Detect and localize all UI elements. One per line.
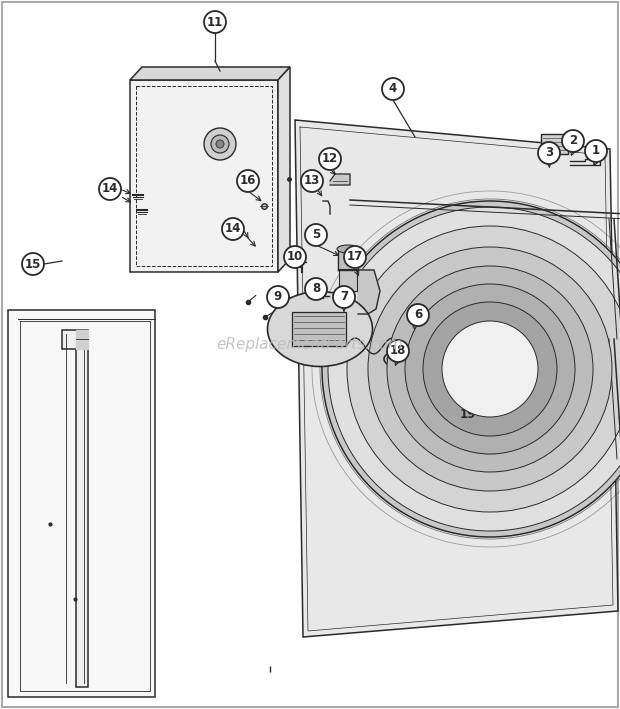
- Circle shape: [387, 340, 409, 362]
- Circle shape: [267, 286, 289, 308]
- Polygon shape: [62, 330, 88, 687]
- Text: 14: 14: [102, 182, 118, 196]
- Circle shape: [204, 128, 236, 160]
- Circle shape: [22, 253, 44, 275]
- Polygon shape: [338, 249, 358, 270]
- Polygon shape: [295, 120, 618, 637]
- Text: 4: 4: [389, 82, 397, 96]
- Text: 2: 2: [569, 135, 577, 147]
- Text: 14: 14: [225, 223, 241, 235]
- Circle shape: [99, 178, 121, 200]
- Text: 6: 6: [414, 308, 422, 321]
- Circle shape: [305, 278, 327, 300]
- Polygon shape: [292, 312, 346, 346]
- Text: 5: 5: [312, 228, 320, 242]
- Text: 7: 7: [340, 291, 348, 303]
- Circle shape: [328, 207, 620, 531]
- Polygon shape: [339, 269, 357, 291]
- Circle shape: [442, 321, 538, 417]
- Circle shape: [382, 78, 404, 100]
- Circle shape: [405, 284, 575, 454]
- Text: 18: 18: [390, 345, 406, 357]
- Text: 19: 19: [460, 408, 476, 420]
- Text: eReplacementParts.com: eReplacementParts.com: [216, 337, 404, 352]
- Circle shape: [222, 218, 244, 240]
- Circle shape: [211, 135, 229, 153]
- Text: 10: 10: [287, 250, 303, 264]
- Polygon shape: [130, 80, 278, 272]
- Circle shape: [284, 246, 306, 268]
- Text: 17: 17: [347, 250, 363, 264]
- Text: 3: 3: [545, 147, 553, 160]
- Circle shape: [457, 403, 479, 425]
- Circle shape: [216, 140, 224, 148]
- Circle shape: [407, 304, 429, 326]
- Text: 1: 1: [592, 145, 600, 157]
- Polygon shape: [278, 67, 290, 272]
- Polygon shape: [330, 174, 350, 185]
- Circle shape: [368, 247, 612, 491]
- Circle shape: [585, 140, 607, 162]
- Circle shape: [333, 286, 355, 308]
- Circle shape: [237, 170, 259, 192]
- Circle shape: [301, 170, 323, 192]
- Circle shape: [538, 142, 560, 164]
- Text: 13: 13: [304, 174, 320, 187]
- Circle shape: [562, 130, 584, 152]
- Polygon shape: [541, 134, 568, 154]
- Circle shape: [322, 201, 620, 537]
- Circle shape: [305, 224, 327, 246]
- Circle shape: [204, 11, 226, 33]
- Text: 15: 15: [25, 257, 41, 271]
- Polygon shape: [76, 330, 88, 349]
- Ellipse shape: [267, 291, 373, 367]
- Polygon shape: [130, 67, 290, 80]
- Circle shape: [344, 246, 366, 268]
- Text: 12: 12: [322, 152, 338, 165]
- Text: 11: 11: [207, 16, 223, 28]
- Text: 9: 9: [274, 291, 282, 303]
- Polygon shape: [8, 310, 155, 697]
- Text: 8: 8: [312, 282, 320, 296]
- Circle shape: [423, 302, 557, 436]
- Ellipse shape: [337, 245, 359, 253]
- Circle shape: [319, 148, 341, 170]
- Text: 16: 16: [240, 174, 256, 187]
- Circle shape: [347, 226, 620, 512]
- Polygon shape: [358, 270, 380, 314]
- Circle shape: [387, 266, 593, 472]
